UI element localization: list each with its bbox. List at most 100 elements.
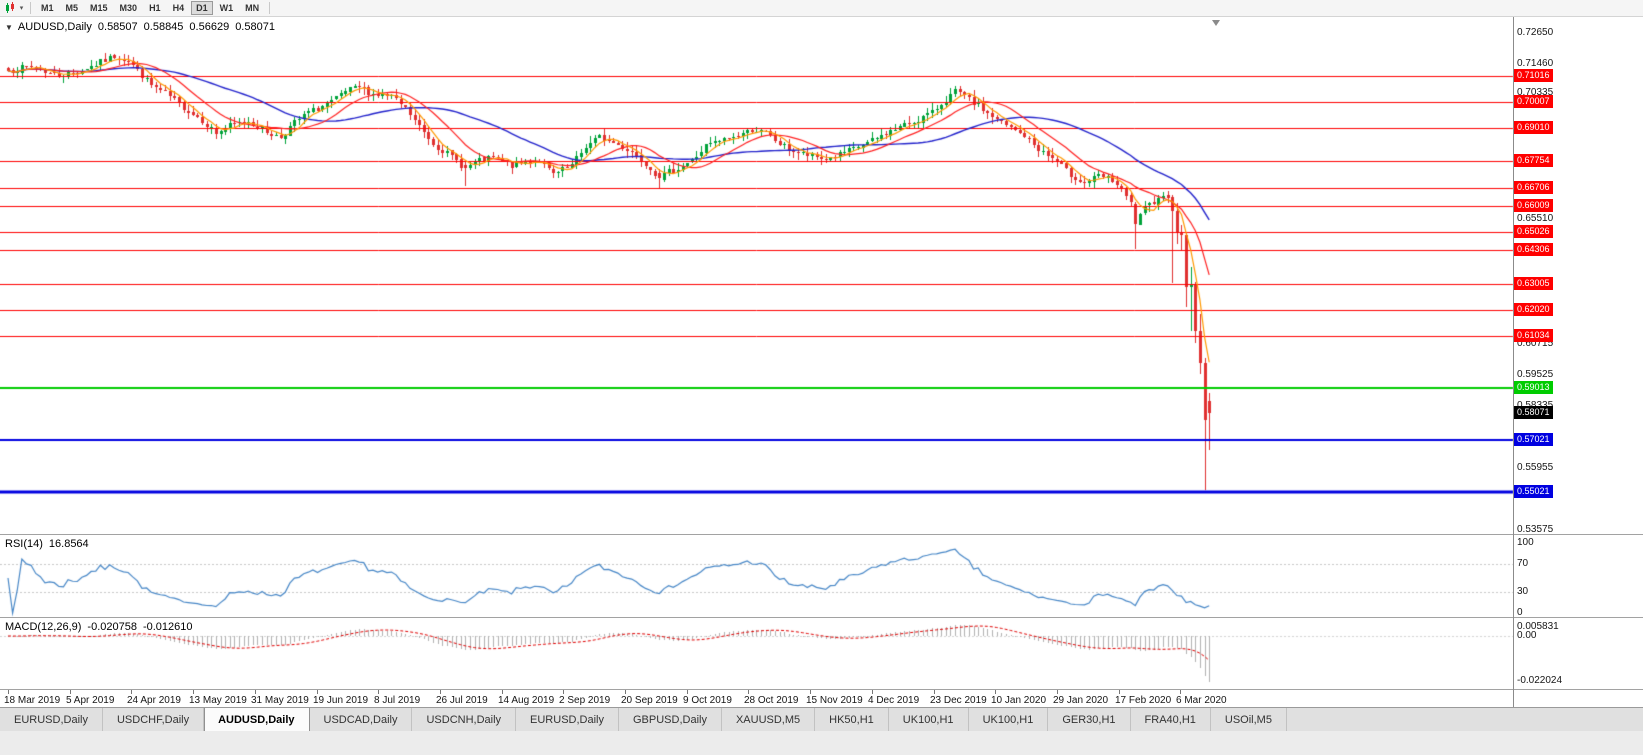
date-tick (70, 690, 71, 694)
ohlc-low-value: 0.56629 (189, 21, 230, 33)
macd-name: MACD(12,26,9) (5, 621, 82, 633)
timeframe-button-mn[interactable]: MN (245, 3, 260, 13)
blue-line-price-badge[interactable]: 0.57021 (1514, 433, 1553, 446)
price-scale-label: 0.60715 (1517, 338, 1554, 349)
toolbar-separator (30, 2, 31, 14)
chart-tab-audusd-daily[interactable]: AUDUSD,Daily (204, 708, 310, 731)
date-tick (995, 690, 996, 694)
date-label: 29 Jan 2020 (1053, 695, 1109, 706)
date-label: 5 Apr 2019 (66, 695, 115, 706)
price-axis-labels: 0.72650 0.71460 0.70335 0.65510 0.60715 0.595… (0, 17, 1643, 534)
price-scale-label: 0.71460 (1517, 58, 1554, 69)
chart-tab-uk100-h1[interactable]: UK100,H1 (888, 708, 969, 731)
red-line-price-badge[interactable]: 0.69010 (1514, 121, 1553, 134)
date-label: 17 Feb 2020 (1115, 695, 1172, 706)
chart-type-icon[interactable] (3, 2, 17, 15)
timeframe-button-m5[interactable]: M5 (65, 3, 79, 13)
toolbar-separator (269, 2, 271, 14)
rsi-axis-labels: 100 70 30 0 (0, 535, 1643, 617)
date-label: 18 Mar 2019 (4, 695, 61, 706)
chart-tab-usoil-m5[interactable]: USOil,M5 (1210, 708, 1287, 731)
chart-tab-usdcnh-daily[interactable]: USDCNH,Daily (412, 708, 517, 731)
chart-shift-marker[interactable] (1212, 20, 1220, 26)
chart-tab-ger30-h1[interactable]: GER30,H1 (1048, 708, 1131, 731)
macd-signal-value: -0.012610 (142, 621, 193, 633)
date-label: 9 Oct 2019 (683, 695, 732, 706)
red-line-price-badge[interactable]: 0.66706 (1514, 181, 1553, 194)
chart-symbol-period-label: AUDUSD,Daily (17, 21, 92, 33)
date-label: 8 Jul 2019 (374, 695, 421, 706)
date-tick (872, 690, 873, 694)
macd-main-value: -0.020758 (87, 621, 137, 633)
rsi-panel: RSI(14) 16.8564 100 70 30 0 (0, 534, 1643, 617)
date-label: 20 Sep 2019 (621, 695, 678, 706)
date-tick (1119, 690, 1120, 694)
timeframe-button-group: M1 M5 M15 M30 H1 H4 D1 W1 MN (35, 1, 265, 15)
price-axis-line (1513, 17, 1514, 707)
timeframe-button-d1[interactable]: D1 (191, 1, 213, 15)
red-line-price-badge[interactable]: 0.63005 (1514, 277, 1553, 290)
chart-tab-usdcad-daily[interactable]: USDCAD,Daily (309, 708, 413, 731)
red-line-price-badge[interactable]: 0.65026 (1514, 225, 1553, 238)
green-line-price-badge[interactable]: 0.59013 (1514, 381, 1553, 394)
date-label: 2 Sep 2019 (559, 695, 611, 706)
one-click-trading-icon[interactable]: ▼ (5, 22, 13, 32)
date-tick (131, 690, 132, 694)
chart-tab-eurusd-daily[interactable]: EURUSD,Daily (0, 708, 103, 731)
date-tick (934, 690, 935, 694)
chart-type-dropdown-icon[interactable]: ▾ (19, 5, 24, 12)
timeframe-button-w1[interactable]: W1 (219, 3, 234, 13)
date-tick (8, 690, 9, 694)
date-tick (1057, 690, 1058, 694)
timeframe-button-h1[interactable]: H1 (149, 3, 161, 13)
chart-tabs-bar: EURUSD,Daily USDCHF,Daily AUDUSD,Daily USDC… (0, 707, 1643, 731)
timeframe-button-m15[interactable]: M15 (90, 3, 108, 13)
chart-tab-gbpusd-daily[interactable]: GBPUSD,Daily (619, 708, 722, 731)
date-tick (810, 690, 811, 694)
main-chart-canvas[interactable] (0, 17, 1643, 534)
chart-title: ▼ AUDUSD,Daily 0.58507 0.58845 0.56629 0… (5, 21, 275, 33)
chart-tab-fra40-h1[interactable]: FRA40,H1 (1130, 708, 1211, 731)
timeframe-button-m1[interactable]: M1 (41, 3, 54, 13)
red-line-price-badge[interactable]: 0.70007 (1514, 95, 1553, 108)
rsi-name: RSI(14) (5, 538, 43, 550)
price-scale-label: 0.58335 (1517, 400, 1553, 412)
red-line-price-badge[interactable]: 0.61034 (1514, 329, 1553, 342)
chart-tab-hk50-h1[interactable]: HK50,H1 (815, 708, 889, 731)
ohlc-open-value: 0.58507 (97, 21, 138, 33)
price-scale-label: 0.70335 (1517, 87, 1554, 98)
date-label: 31 May 2019 (251, 695, 309, 706)
red-line-price-badge[interactable]: 0.71016 (1514, 69, 1553, 82)
rsi-value: 16.8564 (48, 538, 89, 550)
red-line-price-badge[interactable]: 0.67754 (1514, 154, 1553, 167)
rsi-scale-label: 30 (1517, 586, 1529, 597)
price-scale-label: 0.53575 (1517, 524, 1554, 534)
price-scale-label: 0.72650 (1517, 27, 1554, 38)
date-label: 4 Dec 2019 (868, 695, 920, 706)
price-scale-label: 0.55955 (1517, 462, 1554, 473)
blue-line-price-badge[interactable]: 0.55021 (1514, 485, 1553, 498)
date-tick (193, 690, 194, 694)
red-line-price-badge[interactable]: 0.66009 (1514, 199, 1553, 212)
main-chart-panel: ▼ AUDUSD,Daily 0.58507 0.58845 0.56629 0… (0, 17, 1643, 534)
date-tick (748, 690, 749, 694)
chart-tab-eurusd-daily[interactable]: EURUSD,Daily (516, 708, 619, 731)
date-tick (378, 690, 379, 694)
rsi-canvas[interactable] (0, 535, 1643, 617)
timeframe-button-m30[interactable]: M30 (119, 3, 138, 13)
date-tick (440, 690, 441, 694)
price-scale-label: 0.59525 (1517, 369, 1554, 380)
macd-canvas[interactable] (0, 618, 1643, 689)
chart-tab-usdchf-daily[interactable]: USDCHF,Daily (102, 708, 205, 731)
rsi-indicator-label: RSI(14) 16.8564 (5, 538, 89, 550)
date-label: 10 Jan 2020 (991, 695, 1047, 706)
red-line-price-badge[interactable]: 0.62020 (1514, 303, 1553, 316)
date-label: 26 Jul 2019 (436, 695, 488, 706)
ohlc-high-value: 0.58845 (143, 21, 184, 33)
chart-tab-uk100-h1[interactable]: UK100,H1 (968, 708, 1049, 731)
timeframe-button-h4[interactable]: H4 (172, 3, 185, 13)
red-line-price-badge[interactable]: 0.64306 (1514, 243, 1553, 256)
chart-tab-xauusd-m5[interactable]: XAUUSD,M5 (721, 708, 816, 731)
rsi-scale-label: 100 (1517, 537, 1534, 548)
